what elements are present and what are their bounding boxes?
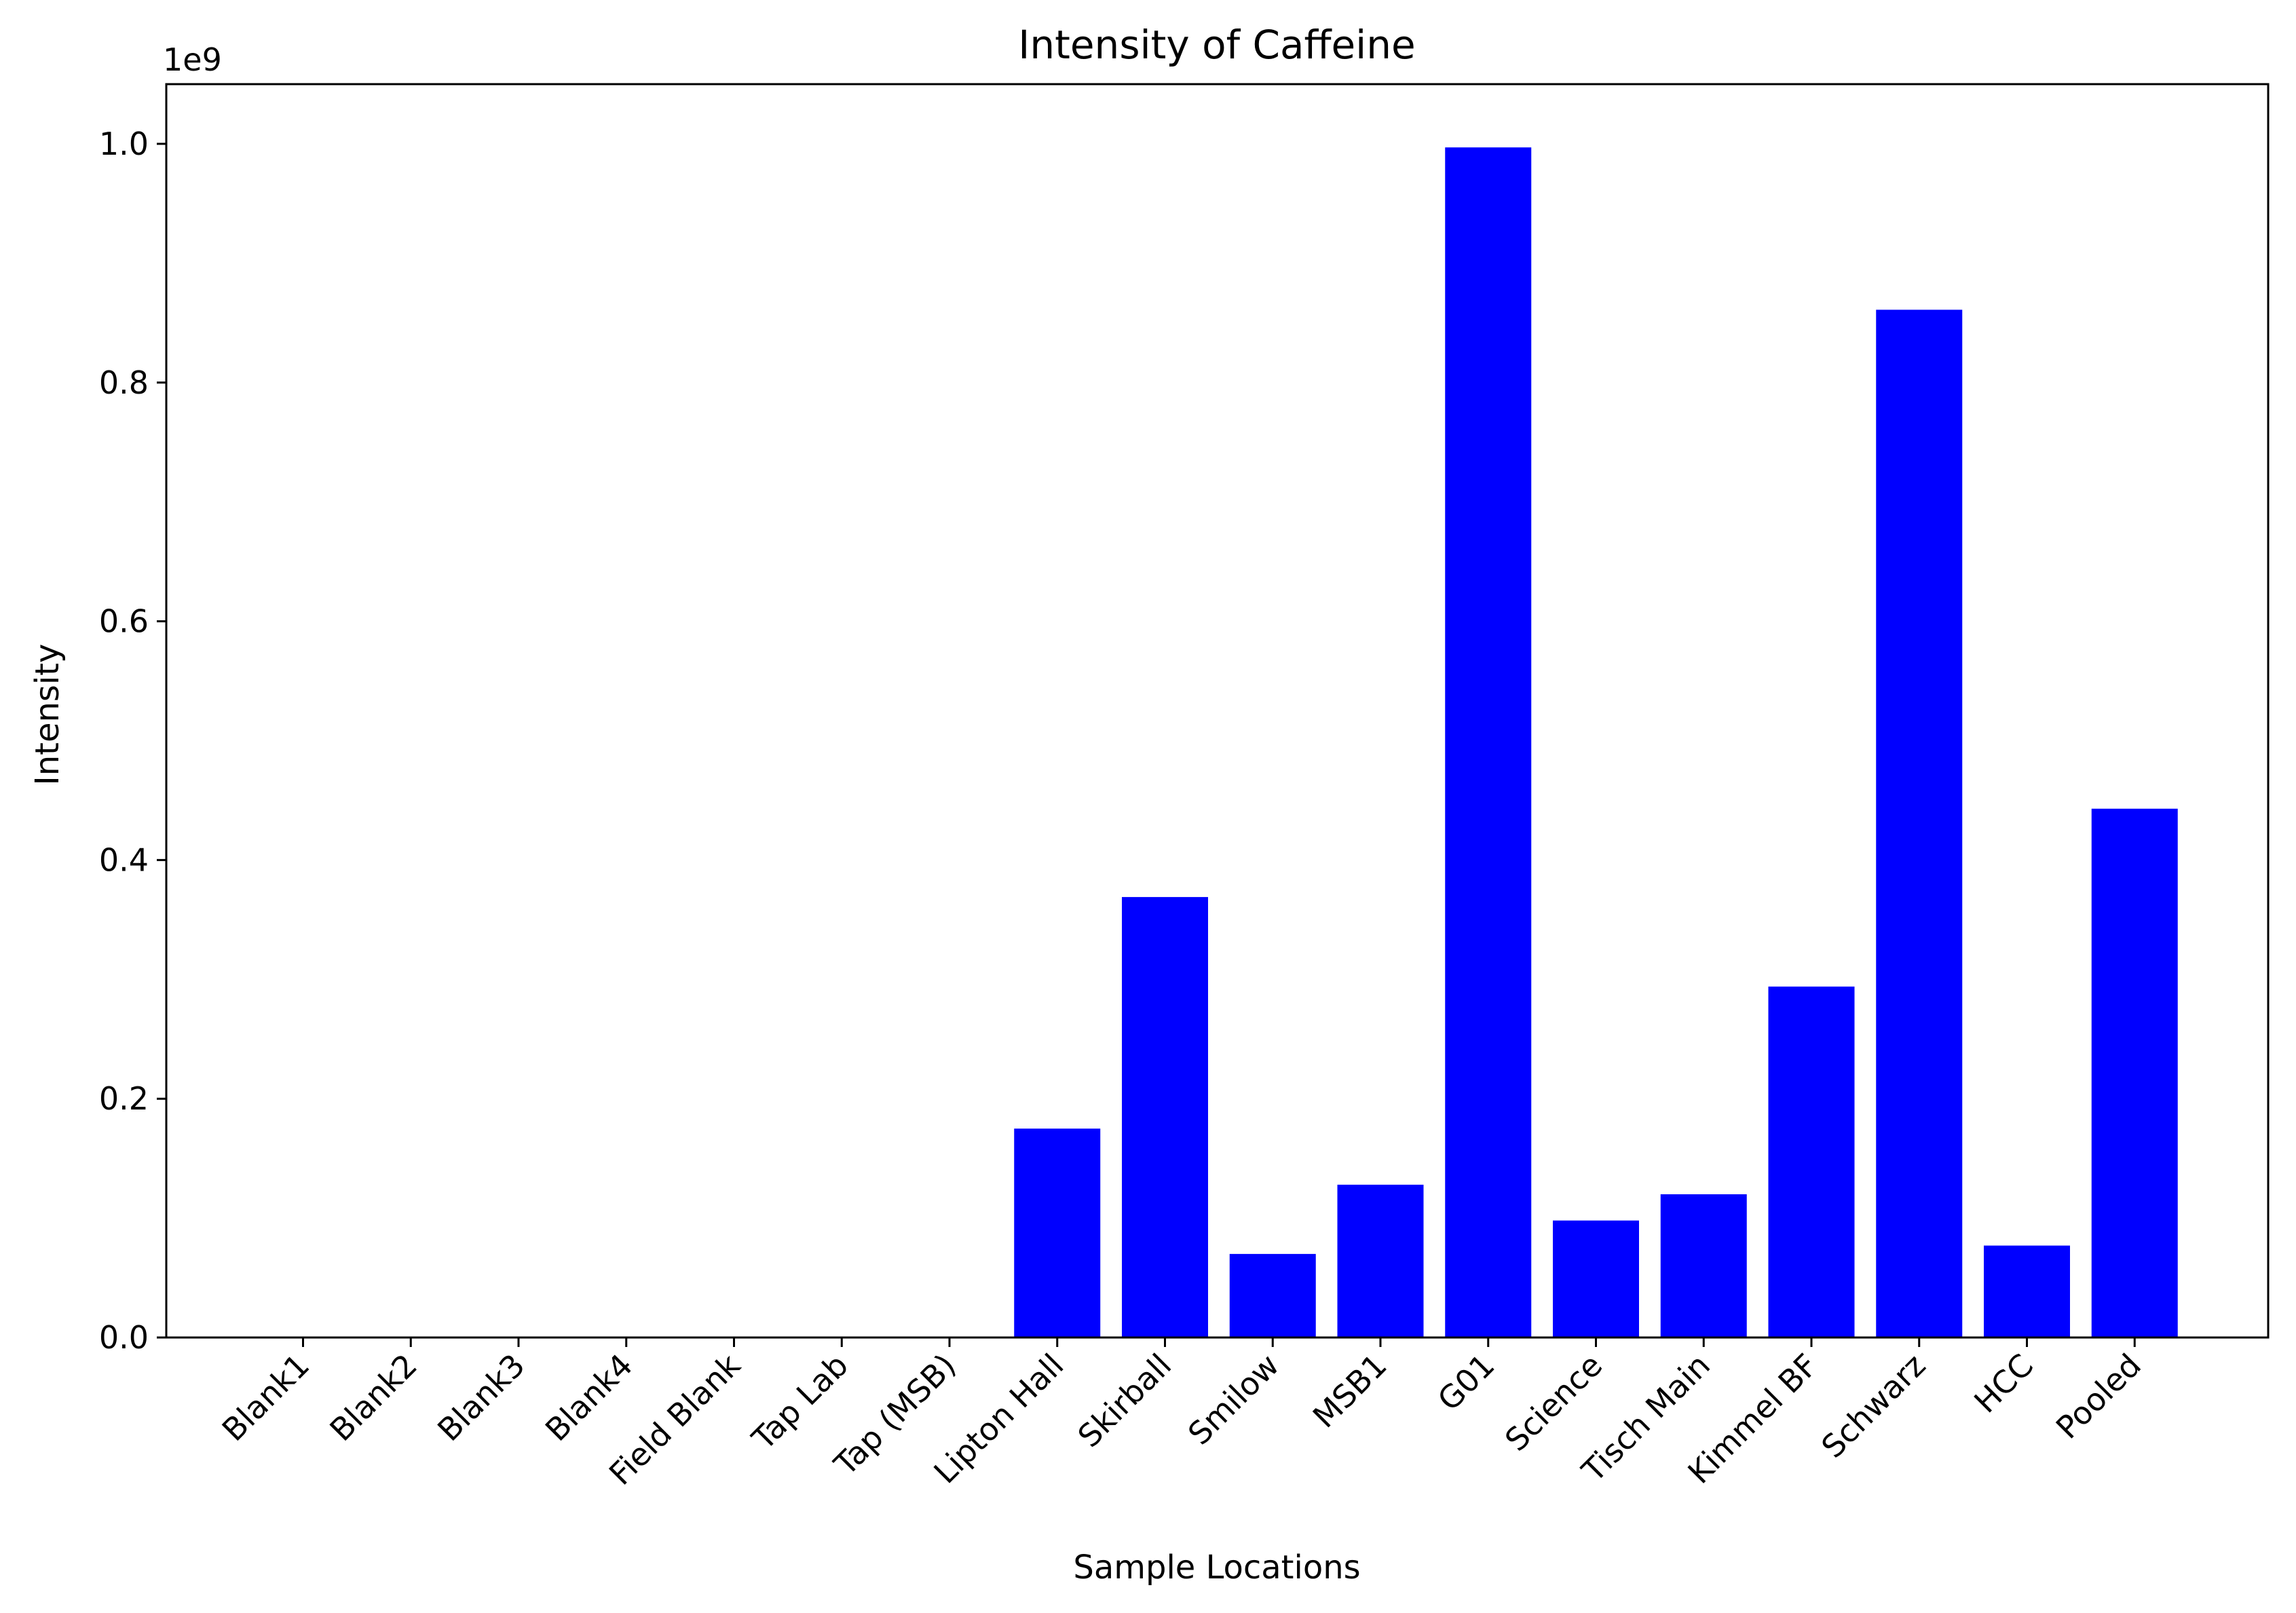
- plot-frame: [165, 83, 2270, 1339]
- x-tick-label: Skirball: [1071, 1347, 1179, 1455]
- x-axis-label: Sample Locations: [1073, 1549, 1360, 1587]
- x-tick-label: Pooled: [2049, 1347, 2148, 1446]
- x-tick-label: Tap Lab: [745, 1347, 855, 1458]
- x-tick-label: MSB1: [1306, 1347, 1394, 1435]
- x-tick-label: Science: [1498, 1347, 1609, 1458]
- bar-pooled: [2091, 808, 2178, 1337]
- x-tick-label: Schwarz: [1814, 1347, 1932, 1465]
- x-tick-label: Blank1: [215, 1347, 317, 1449]
- bars-group: [1014, 147, 2178, 1338]
- y-tick-label: 0.6: [99, 603, 149, 640]
- bar-hcc: [1984, 1245, 2070, 1337]
- bar-lipton-hall: [1014, 1128, 1101, 1337]
- y-tick-label: 0.4: [99, 841, 149, 878]
- bar-g01: [1445, 147, 1532, 1338]
- bar-msb1: [1337, 1184, 1424, 1337]
- x-tick-label: Smilow: [1181, 1347, 1286, 1452]
- bar-tisch-main: [1660, 1194, 1747, 1337]
- chart-title: Intensity of Caffeine: [1018, 22, 1415, 68]
- y-tick-label: 1.0: [99, 126, 149, 162]
- x-tick-label: HCC: [1967, 1347, 2040, 1420]
- y-tick-label: 0.2: [99, 1080, 149, 1117]
- x-tick-label: Blank4: [538, 1347, 640, 1449]
- y-axis-label: Intensity: [29, 644, 67, 786]
- y-axis-ticks: 0.0 0.2 0.4 0.6 0.8 1.0: [99, 126, 166, 1356]
- x-tick-label: G01: [1431, 1347, 1502, 1418]
- bar-science: [1553, 1220, 1639, 1337]
- y-tick-label: 0.0: [99, 1319, 149, 1356]
- bar-smilow: [1229, 1253, 1316, 1337]
- x-tick-label: Blank2: [322, 1347, 424, 1449]
- x-tick-label: Blank3: [430, 1347, 532, 1449]
- bar-schwarz: [1876, 309, 1963, 1338]
- y-axis-offset-label: 1e9: [163, 41, 222, 78]
- bar-kimmel-bf: [1768, 986, 1855, 1337]
- bar-skirball: [1122, 896, 1208, 1337]
- y-tick-label: 0.8: [99, 364, 149, 401]
